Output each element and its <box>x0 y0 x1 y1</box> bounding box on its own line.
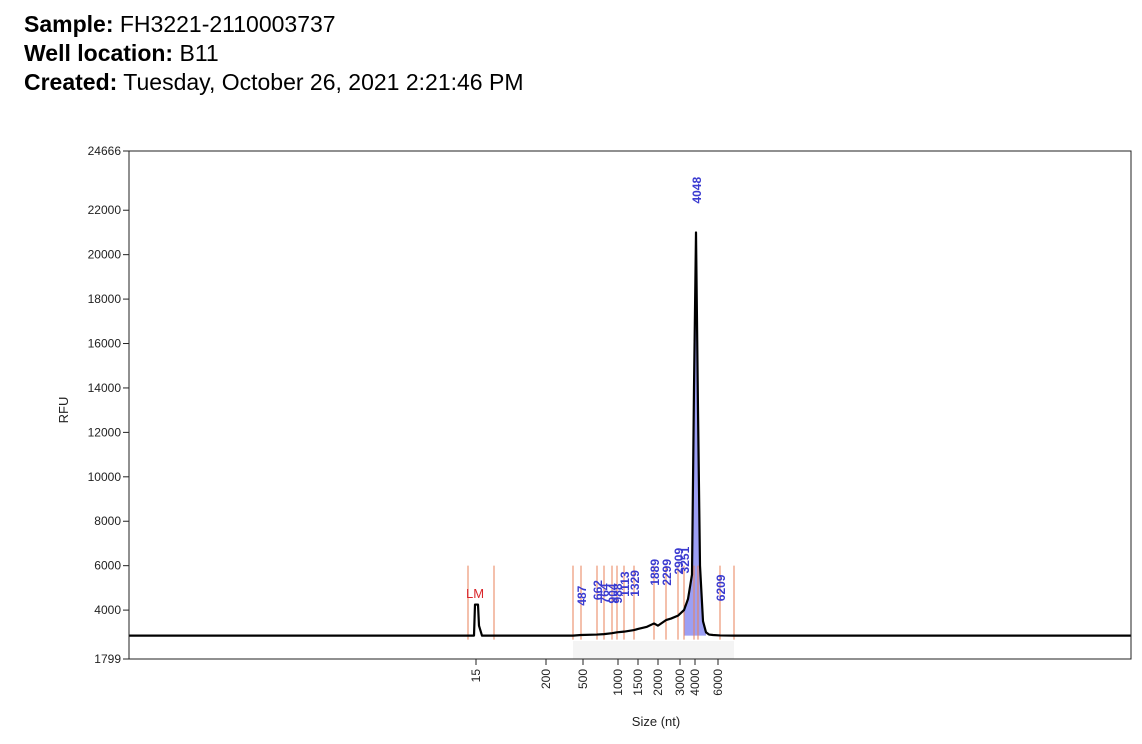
y-axis-label: RFU <box>56 397 71 424</box>
x-tick-label: 2000 <box>651 669 665 696</box>
peak-size-label: 2299 <box>660 559 674 586</box>
plot-frame <box>128 150 1132 660</box>
y-tick-label: 16000 <box>88 337 122 351</box>
y-tick-label: 8000 <box>94 514 121 528</box>
sample-row: Sample: FH3221-2110003737 <box>24 10 523 39</box>
sample-header: Sample: FH3221-2110003737 Well location:… <box>24 10 523 97</box>
labels-layer: 1799 4000 6000 8000 10000 12000 14000 16000 1800… <box>88 144 728 696</box>
well-location-row: Well location: B11 <box>24 39 523 68</box>
peak-lines-layer <box>467 565 735 640</box>
peak-size-label: 988 <box>611 583 625 603</box>
sample-key: Sample: <box>24 11 114 37</box>
y-tick-label: 12000 <box>88 425 122 439</box>
peak-size-label: 3251 <box>678 546 692 573</box>
trace-layer <box>129 231 1131 637</box>
created-row: Created: Tuesday, October 26, 2021 2:21:… <box>24 68 523 97</box>
sample-value: FH3221-2110003737 <box>119 11 336 37</box>
peak-size-label: 764 <box>598 583 612 603</box>
x-tick-label: 15 <box>469 669 483 683</box>
x-tick-label: 200 <box>539 669 553 689</box>
x-tick-label: 500 <box>576 669 590 689</box>
y-tick-label: 10000 <box>88 470 122 484</box>
y-tick-label: 4000 <box>94 603 121 617</box>
axes-layer <box>123 150 1132 665</box>
peak-size-label: 904 <box>606 583 620 603</box>
sizing-band <box>573 641 734 659</box>
created-key: Created: <box>24 69 118 95</box>
peak-size-label: 1329 <box>628 570 642 597</box>
y-tick-label: 14000 <box>88 381 122 395</box>
peak-size-label: 4048 <box>690 177 704 204</box>
y-tick-label: 18000 <box>88 292 122 306</box>
x-tick-label: 1000 <box>611 669 625 696</box>
y-tick-label: 20000 <box>88 248 122 262</box>
marker-label: LM <box>466 586 484 601</box>
well-location-value: B11 <box>179 40 219 66</box>
x-tick-label: 3000 <box>673 669 687 696</box>
peak-size-label: 1889 <box>648 559 662 586</box>
peak-size-label: 662 <box>591 580 605 600</box>
peak-size-label: 1113 <box>618 571 632 597</box>
well-location-key: Well location: <box>24 40 174 66</box>
y-tick-label: 1799 <box>94 652 121 666</box>
x-axis-label: Size (nt) <box>632 714 680 729</box>
electropherogram-trace <box>129 231 1131 637</box>
x-tick-label: 1500 <box>631 669 645 696</box>
y-tick-label: 6000 <box>94 559 121 573</box>
x-tick-label: 6000 <box>711 669 725 696</box>
main-peak-fill <box>684 232 706 636</box>
peak-size-label: 2909 <box>672 548 686 575</box>
peak-size-label: 487 <box>575 585 589 605</box>
created-value: Tuesday, October 26, 2021 2:21:46 PM <box>123 69 524 95</box>
y-tick-label: 24666 <box>88 144 122 158</box>
y-tick-label: 22000 <box>88 203 122 217</box>
peak-fill-layer <box>573 232 734 659</box>
x-tick-label: 4000 <box>688 669 702 696</box>
peak-size-label: 6209 <box>714 574 728 601</box>
